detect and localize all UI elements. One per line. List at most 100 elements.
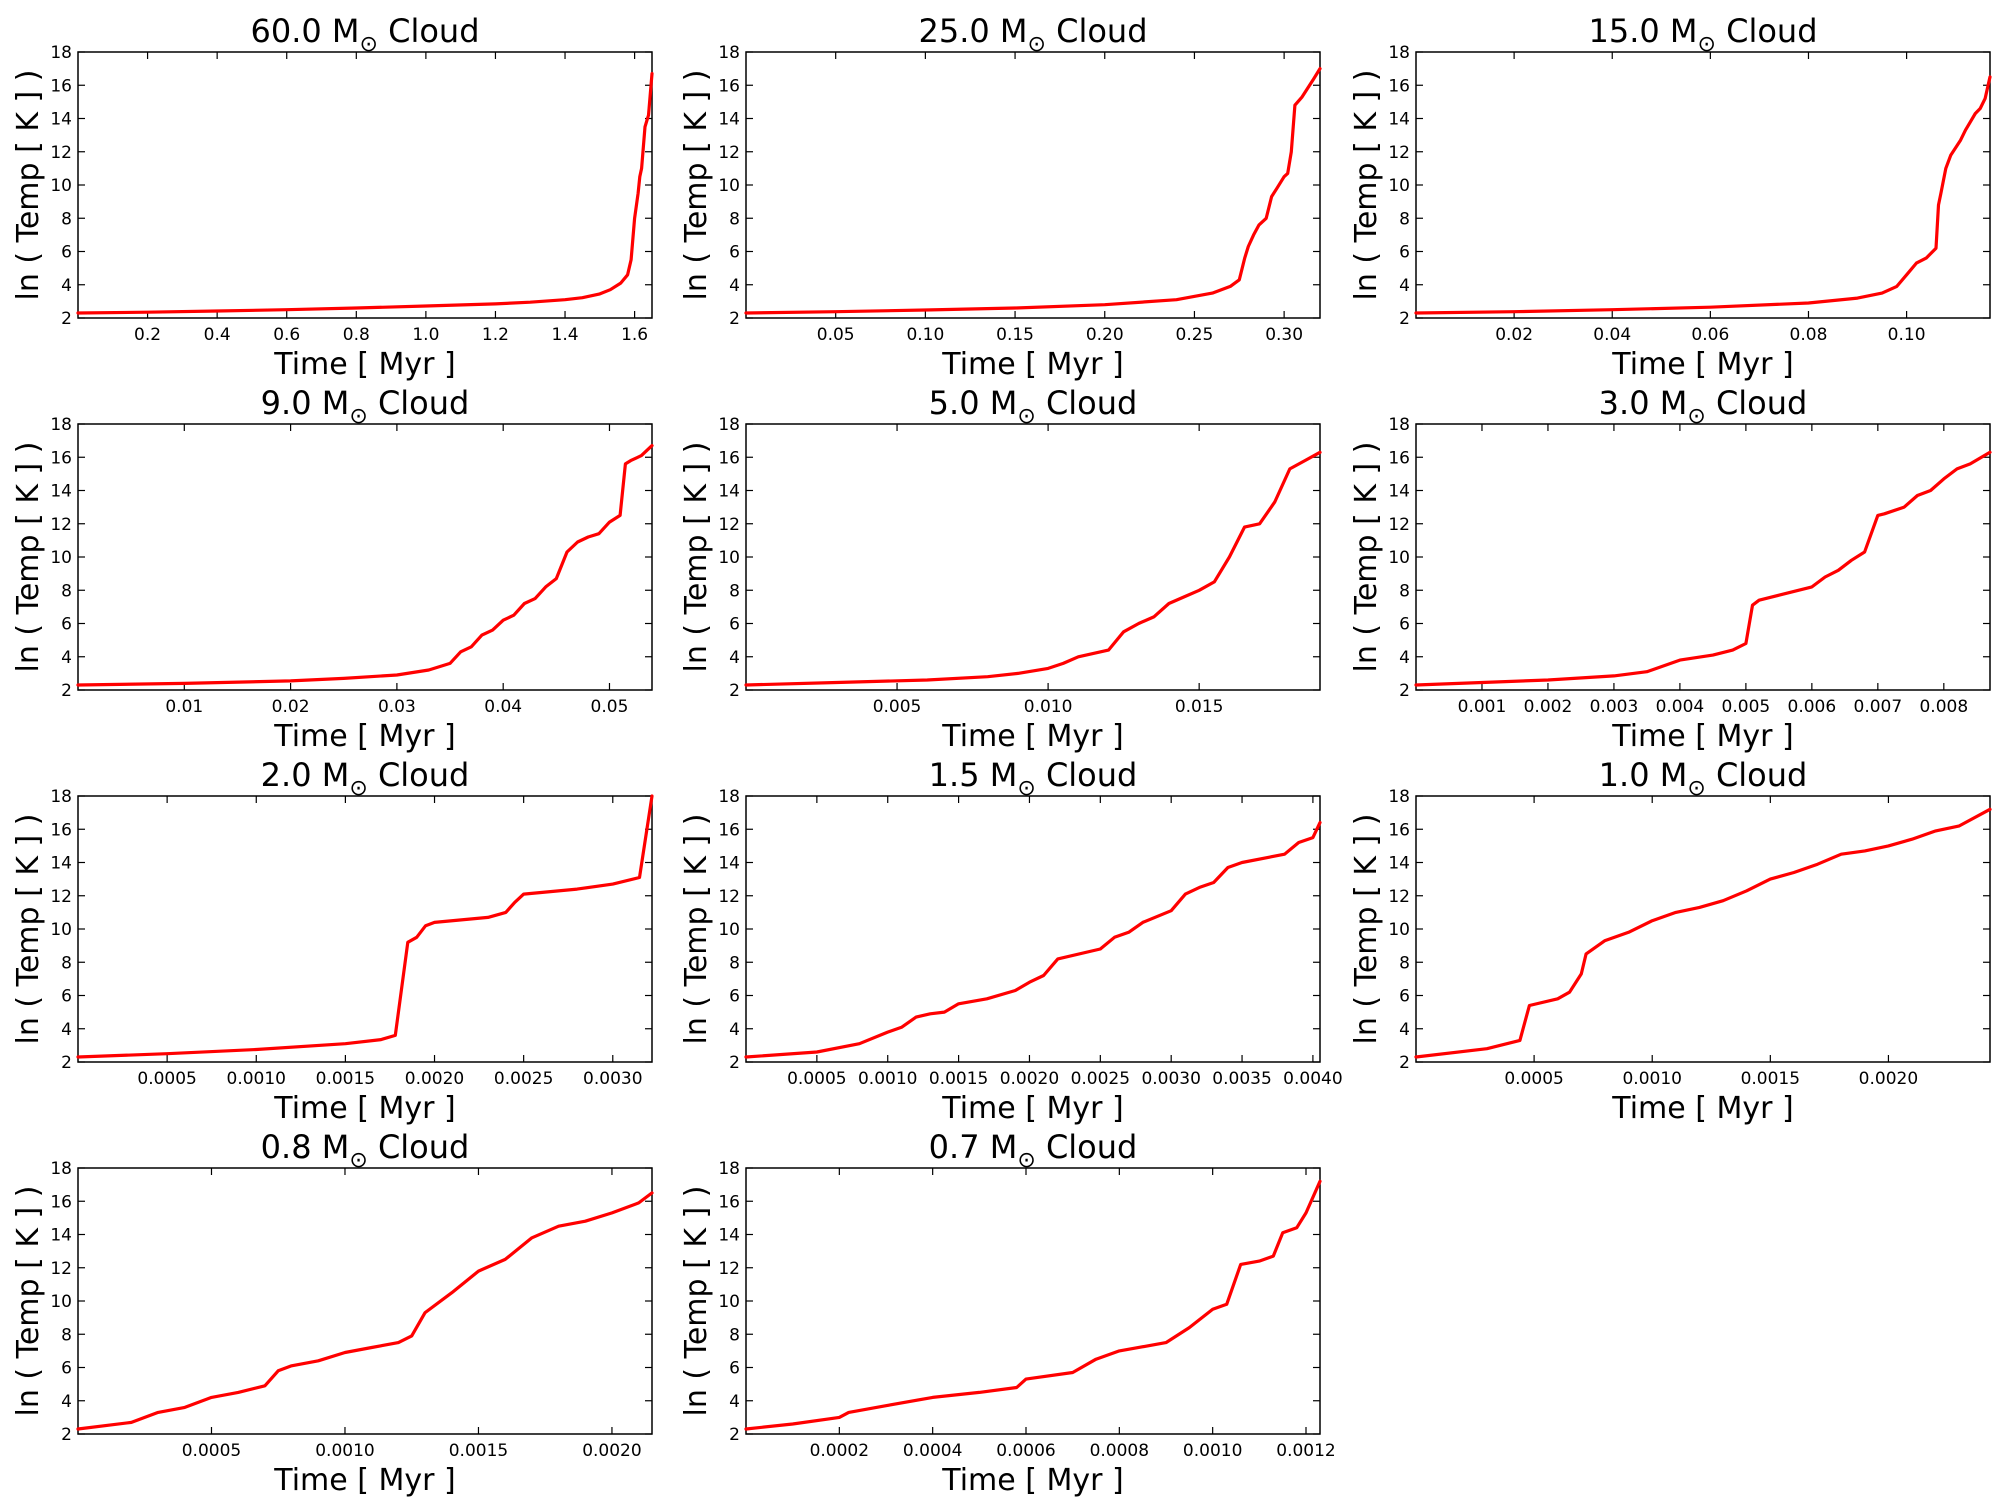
title-mass-unit: M: [1670, 12, 1698, 50]
x-tick-label: 0.0025: [494, 1069, 553, 1089]
title-mass-unit: M: [1000, 12, 1028, 50]
y-tick-label: 18: [1388, 415, 1410, 435]
x-tick-label: 0.15: [996, 325, 1034, 345]
x-axis-label: Time [ Myr ]: [941, 1463, 1123, 1498]
title-mass: 9.0: [261, 384, 322, 422]
y-tick-label: 8: [61, 581, 72, 601]
x-tick-label: 0.0020: [582, 1441, 641, 1461]
x-axis-label: Time [ Myr ]: [1611, 1091, 1793, 1126]
y-tick-label: 2: [729, 1053, 740, 1073]
y-tick-label: 14: [1388, 482, 1410, 502]
sun-symbol: ⊙: [349, 404, 367, 429]
x-tick-label: 0.4: [204, 325, 231, 345]
title-mass: 2.0: [261, 756, 322, 794]
title-mass: 0.8: [261, 1128, 322, 1166]
plot-frame: [1415, 423, 1991, 691]
y-tick-label: 4: [61, 648, 72, 668]
x-tick-label: 0.002: [1524, 697, 1573, 717]
y-tick-label: 12: [50, 887, 72, 907]
y-axis-label: ln ( Temp [ K ] ): [679, 813, 714, 1044]
x-tick-label: 0.06: [1691, 325, 1729, 345]
x-axis-label: Time [ Myr ]: [941, 347, 1123, 382]
plot-frame: [745, 423, 1321, 691]
temperature-series-line: [744, 1179, 1322, 1431]
x-tick-label: 0.04: [1593, 325, 1631, 345]
x-tick-label: 1.4: [552, 325, 579, 345]
x-tick-label: 0.0010: [1183, 1441, 1242, 1461]
temperature-series-line: [1414, 75, 1992, 315]
title-mass-unit: M: [990, 384, 1018, 422]
temperature-series-line: [76, 1191, 654, 1431]
x-tick-label: 0.001: [1458, 697, 1507, 717]
y-tick-label: 14: [50, 110, 72, 130]
sun-symbol: ⊙: [1687, 776, 1705, 801]
x-tick-label: 1.6: [621, 325, 648, 345]
y-tick-label: 8: [1399, 581, 1410, 601]
title-mass: 1.5: [929, 756, 990, 794]
y-axis-label: ln ( Temp [ K ] ): [679, 1185, 714, 1416]
y-tick-label: 16: [718, 1192, 740, 1212]
y-axis-label: ln ( Temp [ K ] ): [11, 441, 46, 672]
sun-symbol: ⊙: [349, 776, 367, 801]
y-tick-label: 18: [50, 415, 72, 435]
y-tick-label: 18: [50, 1159, 72, 1179]
x-tick-label: 0.007: [1854, 697, 1903, 717]
temperature-series-line: [1414, 807, 1992, 1059]
y-tick-label: 16: [718, 76, 740, 96]
y-tick-label: 6: [1399, 243, 1410, 263]
x-tick-label: 0.0020: [1859, 1069, 1918, 1089]
plot-frame: [1415, 795, 1991, 1063]
x-tick-label: 0.008: [1919, 697, 1968, 717]
x-tick-label: 0.0012: [1276, 1441, 1335, 1461]
x-tick-label: 0.05: [591, 697, 629, 717]
subplot-25-0-msun: 25.0 M⊙ Cloud 2 4 6 8 10 12 14 16 18 0.05 0.10 0.15 0…: [679, 12, 1322, 382]
y-tick-label: 10: [50, 920, 72, 940]
y-tick-label: 2: [729, 1425, 740, 1445]
x-tick-label: 1.2: [482, 325, 509, 345]
title-mass-unit: M: [322, 756, 350, 794]
y-tick-label: 10: [50, 548, 72, 568]
title-mass: 5.0: [929, 384, 990, 422]
y-tick-label: 10: [718, 176, 740, 196]
y-tick-label: 6: [1399, 615, 1410, 635]
x-tick-label: 1.0: [412, 325, 439, 345]
y-tick-label: 8: [729, 581, 740, 601]
title-mass-unit: M: [990, 756, 1018, 794]
x-tick-label: 0.004: [1656, 697, 1705, 717]
y-tick-label: 18: [1388, 787, 1410, 807]
y-tick-label: 12: [50, 1259, 72, 1279]
x-tick-label: 0.0005: [787, 1069, 846, 1089]
plot-frame: [745, 795, 1321, 1063]
title-mass-unit: M: [322, 1128, 350, 1166]
subplot-0-8-msun: 0.8 M⊙ Cloud 2 4 6 8 10 12 14 16 18 0.0005 0.0010 0.…: [11, 1128, 654, 1498]
subplot-title: 0.7 M⊙ Cloud: [929, 1128, 1138, 1173]
y-tick-label: 10: [50, 1292, 72, 1312]
x-tick-label: 0.006: [1788, 697, 1837, 717]
y-tick-label: 16: [1388, 820, 1410, 840]
y-tick-label: 10: [1388, 176, 1410, 196]
y-tick-label: 8: [61, 953, 72, 973]
y-tick-label: 12: [1388, 887, 1410, 907]
title-mass: 3.0: [1599, 384, 1660, 422]
y-tick-label: 16: [718, 820, 740, 840]
title-mass-unit: M: [990, 1128, 1018, 1166]
title-mass: 0.7: [929, 1128, 990, 1166]
y-tick-label: 8: [1399, 953, 1410, 973]
subplot-title: 0.8 M⊙ Cloud: [261, 1128, 470, 1173]
x-tick-label: 0.015: [1175, 697, 1224, 717]
title-mass-unit: M: [1660, 384, 1688, 422]
subplot-9-0-msun: 9.0 M⊙ Cloud 2 4 6 8 10 12 14 16 18 0.01 0.02 0.03 0.…: [11, 384, 654, 754]
y-tick-label: 18: [718, 787, 740, 807]
y-axis-label: ln ( Temp [ K ] ): [679, 441, 714, 672]
temperature-series-line: [744, 66, 1322, 315]
y-tick-label: 4: [729, 276, 740, 296]
y-tick-label: 6: [61, 243, 72, 263]
y-tick-label: 14: [1388, 110, 1410, 130]
y-tick-label: 10: [718, 920, 740, 940]
title-mass: 1.0: [1599, 756, 1660, 794]
y-tick-label: 4: [61, 1020, 72, 1040]
x-axis-label: Time [ Myr ]: [1611, 347, 1793, 382]
y-tick-label: 16: [718, 448, 740, 468]
y-tick-label: 16: [50, 76, 72, 96]
